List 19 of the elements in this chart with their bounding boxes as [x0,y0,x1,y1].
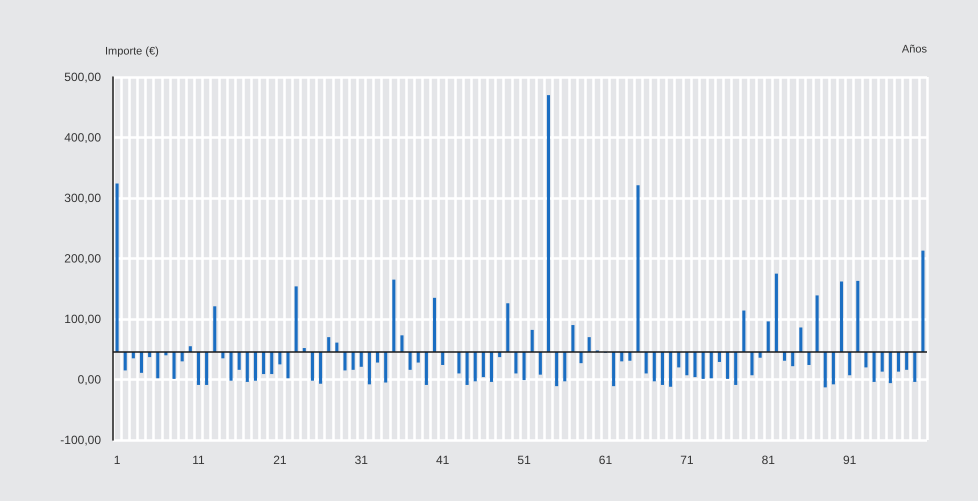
x-axis-title: Años [902,44,928,56]
x-tick-label: 11 [192,453,206,467]
x-tick-label: 1 [114,453,121,467]
x-tick-label: 91 [842,453,857,467]
y-tick-label: 100,00 [64,312,102,326]
y-tick-label: 200,00 [64,252,102,266]
x-tick-label: 21 [273,453,287,467]
x-tick-label: 71 [680,453,694,467]
x-tick-label: 61 [598,453,612,467]
y-tick-label: 500,00 [64,70,102,84]
x-tick-label: 31 [354,453,368,467]
y-tick-label: 300,00 [64,191,102,205]
x-tick-label: 81 [762,453,776,467]
x-tick-label: 51 [517,453,532,467]
y-tick-label: 400,00 [64,130,102,144]
x-tick-label: 41 [436,453,450,467]
y-tick-label: 0,00 [78,372,102,386]
y-tick-label: -100,00 [60,433,102,447]
y-axis-title: Importe (€) [105,46,159,58]
